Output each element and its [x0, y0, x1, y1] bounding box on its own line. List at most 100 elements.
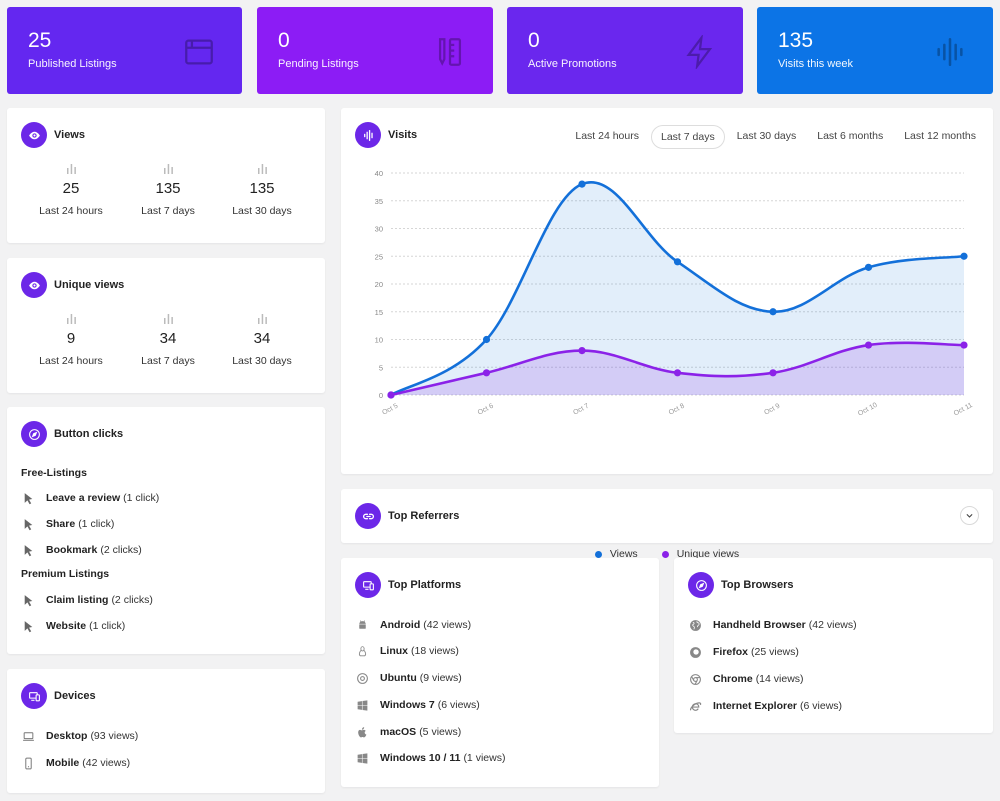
browser-row-handheld: Handheld Browser (42 views): [688, 618, 857, 632]
series-area-1: [391, 342, 964, 395]
sound-wave-icon: [937, 37, 963, 67]
views-7d: 135 Last 7 days: [135, 164, 201, 217]
stat-label: Published Listings: [28, 58, 117, 70]
device-count: (42 views): [82, 757, 131, 769]
legend-item-views[interactable]: Views: [594, 548, 638, 560]
tab-last-6-months[interactable]: Last 6 months: [817, 130, 884, 142]
views-value: 135: [155, 180, 181, 197]
legend-item-unique-views[interactable]: Unique views: [661, 548, 740, 560]
stat-card-pending: 0 Pending Listings: [257, 7, 493, 94]
bar-chart-icon: [257, 314, 267, 324]
eye-icon: [21, 272, 47, 298]
compass-icon: [21, 421, 47, 447]
legend-swatch-views: [594, 550, 602, 558]
device-name: Mobile: [46, 757, 80, 769]
browser-name: Handheld Browser: [713, 619, 806, 631]
browser-name: Firefox: [713, 646, 749, 658]
stat-card-promotions: 0 Active Promotions: [507, 7, 743, 94]
device-count: (93 views): [90, 730, 139, 742]
browser-row-chrome: Chrome (14 views): [688, 672, 804, 686]
sound-wave-icon: [355, 122, 381, 148]
browser-row-firefox: Firefox (25 views): [688, 645, 799, 659]
data-point: [387, 391, 395, 399]
unique-views-7d: 34 Last 7 days: [135, 314, 201, 367]
visits-title: Visits: [388, 129, 418, 141]
platform-name: Linux: [380, 645, 408, 657]
unique-views-24h: 9 Last 24 hours: [7, 314, 135, 367]
cursor-icon: [21, 619, 35, 633]
click-name: Website: [46, 620, 87, 632]
tab-last-7-days[interactable]: Last 7 days: [651, 125, 725, 149]
data-point: [578, 347, 586, 355]
click-row-claim-listing: Claim listing (2 clicks): [21, 593, 153, 607]
tab-last-12-months[interactable]: Last 12 months: [904, 130, 976, 142]
y-tick-label: 10: [375, 336, 383, 345]
tab-last-24-hours[interactable]: Last 24 hours: [575, 130, 639, 142]
click-row-share: Share (1 click): [21, 517, 114, 531]
top-referrers-header: Top Referrers: [355, 503, 459, 529]
device-row-desktop: Desktop (93 views): [21, 729, 138, 743]
browser-name: Chrome: [713, 673, 753, 685]
unique-views-title: Unique views: [54, 279, 125, 291]
stat-value: 135: [778, 29, 814, 52]
compass-icon: [688, 572, 714, 598]
click-count: (1 click): [78, 518, 115, 530]
data-point: [769, 308, 777, 316]
platform-row-android: Android (42 views): [355, 618, 471, 632]
top-browsers-title: Top Browsers: [721, 579, 794, 591]
platform-name: Ubuntu: [380, 672, 417, 684]
views-card: Views 25 Last 24 hours 135 Last 7 days 1…: [7, 108, 325, 243]
x-tick-label: Oct 6: [477, 403, 495, 417]
legend-label-unique-views: Unique views: [676, 548, 740, 560]
top-platforms-card: Top Platforms Android (42 views) Linux (18…: [341, 558, 659, 787]
bar-chart-icon: [257, 164, 267, 174]
platform-row-linux: Linux (18 views): [355, 644, 459, 658]
section-free-listings: Free-Listings: [21, 467, 87, 479]
platform-count: (9 views): [419, 672, 462, 684]
click-name: Claim listing: [46, 594, 109, 606]
bar-chart-icon: [66, 164, 76, 174]
stat-card-published: 25 Published Listings: [7, 7, 242, 94]
platform-count: (6 views): [437, 699, 480, 711]
click-row-bookmark: Bookmark (2 clicks): [21, 543, 142, 557]
cursor-icon: [21, 517, 35, 531]
views-period: Last 30 days: [232, 205, 292, 217]
unique-views-value: 9: [66, 330, 76, 347]
data-point: [864, 341, 873, 349]
series-area-0: [391, 182, 964, 395]
laptop-icon: [21, 729, 35, 743]
data-point: [482, 335, 491, 344]
click-name: Leave a review: [46, 492, 121, 504]
platform-row-windows-7: Windows 7 (6 views): [355, 698, 480, 712]
x-tick-label: Oct 5: [381, 403, 399, 417]
views-value: 135: [249, 180, 275, 197]
platform-name: Windows 10 / 11: [380, 752, 461, 764]
data-point: [864, 263, 873, 271]
linux-icon: [355, 644, 369, 658]
stat-value: 0: [278, 29, 290, 52]
bar-chart-icon: [66, 314, 76, 324]
top-referrers-card[interactable]: Top Referrers: [341, 489, 993, 543]
eye-icon: [21, 122, 47, 148]
click-count: (1 click): [89, 620, 126, 632]
stat-card-visits: 135 Visits this week: [757, 7, 993, 94]
x-tick-label: Oct 7: [572, 403, 590, 417]
top-browsers-header: Top Browsers: [688, 572, 794, 598]
click-name: Bookmark: [46, 544, 98, 556]
browser-count: (42 views): [808, 619, 857, 631]
unique-views-30d: 34 Last 30 days: [201, 314, 323, 367]
y-tick-label: 0: [379, 391, 383, 400]
unique-views-header: Unique views: [21, 272, 124, 298]
tab-last-30-days[interactable]: Last 30 days: [736, 130, 797, 142]
top-platforms-title: Top Platforms: [388, 579, 462, 591]
unique-views-period: Last 30 days: [232, 355, 292, 367]
button-clicks-title: Button clicks: [54, 428, 124, 440]
bar-chart-icon: [163, 314, 173, 324]
y-tick-label: 30: [375, 225, 383, 234]
visits-card: Visits Last 24 hours Last 7 days Last 30…: [341, 108, 993, 560]
devices-icon: [21, 683, 47, 709]
devices-card: Devices Desktop (93 views) Mobile (42 view…: [7, 669, 325, 793]
expand-button[interactable]: [960, 506, 979, 525]
section-premium-listings: Premium Listings: [21, 568, 110, 580]
top-platforms-header: Top Platforms: [355, 572, 461, 598]
